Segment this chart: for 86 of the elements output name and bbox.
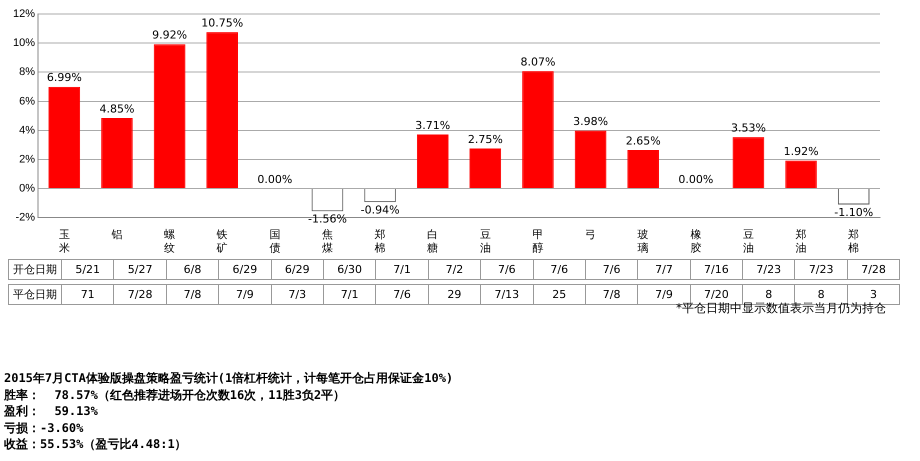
x-tick-label: 铝: [110, 229, 122, 242]
data-label: 2.75%: [468, 132, 503, 146]
data-label: 1.92%: [784, 144, 819, 158]
bar: [732, 137, 764, 188]
text: 7/23: [794, 260, 848, 280]
x-tick-label: 焦煤: [322, 229, 333, 254]
text: 6/29: [218, 260, 272, 280]
x-tick-label: 郑油: [796, 229, 807, 254]
bar: [470, 148, 502, 188]
data-label: -1.56%: [308, 212, 347, 226]
text: 7/6: [585, 260, 638, 280]
text: 盈利： 59.13%: [4, 404, 98, 418]
x-tick-label: 铁矿: [216, 229, 228, 254]
text: 收益：55.53%（盈亏比4.48:1）: [4, 437, 187, 451]
data-label: 3.71%: [415, 118, 450, 132]
text: 7/6: [480, 260, 534, 280]
text: 6/30: [323, 260, 376, 280]
text: 平仓日期: [8, 284, 62, 304]
text: 开仓日期: [8, 260, 62, 280]
x-tick-label: 甲醇: [532, 229, 544, 254]
x-tick-label: 弓: [585, 229, 596, 242]
data-label: 3.98%: [573, 114, 608, 128]
bar: [206, 32, 238, 188]
data-label: 9.92%: [152, 28, 188, 42]
bar: [101, 118, 133, 188]
x-tick-label: 螺纹: [164, 228, 176, 254]
text: 胜率： 78.57%（红色推荐进场开仓次数16次，11胜3负2平）: [4, 388, 346, 402]
x-tick-label: 郑棉: [848, 229, 860, 254]
text: 7/28: [114, 284, 166, 304]
bar: [574, 130, 606, 188]
y-tick-label: 10%: [12, 37, 36, 50]
text: 7/1: [323, 284, 376, 304]
text: 6/8: [166, 260, 219, 280]
x-tick-label: 白糖: [427, 229, 438, 254]
x-tick-label: 国债: [269, 229, 280, 254]
text: 25: [533, 284, 586, 304]
x-tick-label: 郑棉: [374, 229, 386, 254]
y-tick-label: 0%: [19, 182, 36, 195]
data-label: 10.75%: [201, 16, 244, 30]
text: 7/2: [428, 260, 481, 280]
x-tick-label: 橡胶: [690, 229, 702, 254]
text: 7/7: [638, 260, 690, 280]
text: 7/6: [533, 260, 586, 280]
text: 7/1: [376, 260, 428, 280]
text: 6/29: [271, 260, 324, 280]
text: 7/8: [585, 284, 638, 304]
text: 7/23: [742, 260, 795, 280]
bar: [154, 44, 186, 188]
bar: [785, 160, 817, 188]
text: 7/6: [376, 284, 428, 304]
data-label: 0.00%: [257, 172, 292, 186]
x-tick-label: 玉米: [58, 229, 70, 254]
text: 2015年7月CTA体验版操盘策略盈亏统计(1倍杠杆统计，计每笔开仓占用保证金10%): [4, 371, 454, 385]
x-tick-label: 豆油: [742, 229, 754, 254]
data-label: 2.65%: [626, 134, 661, 148]
text: 5/21: [62, 260, 114, 280]
data-label: -0.94%: [360, 204, 400, 217]
text: 7/13: [480, 284, 534, 304]
text: 7/9: [655, 288, 673, 301]
text: 7/8: [166, 284, 219, 304]
bar: [416, 134, 448, 188]
y-tick-label: 4%: [19, 124, 36, 136]
data-label: -1.10%: [834, 206, 874, 219]
data-label: 8.07%: [520, 56, 556, 69]
text: 7/16: [690, 260, 743, 280]
y-tick-label: 12%: [12, 8, 36, 20]
bar: [48, 86, 80, 188]
text: 7/28: [847, 260, 900, 280]
bar: [627, 150, 659, 188]
text: 71: [62, 284, 114, 304]
y-tick-label: 2%: [19, 153, 36, 166]
x-tick-label: 玻璃: [638, 228, 649, 254]
data-label: 3.53%: [730, 122, 766, 135]
y-tick-label: 8%: [19, 66, 36, 78]
text: 亏损：-3.60%: [4, 420, 84, 434]
data-label: 6.99%: [46, 71, 82, 84]
text: 5/27: [114, 260, 166, 280]
x-tick-label: 豆油: [480, 229, 491, 254]
y-tick-label: 6%: [19, 95, 36, 108]
data-label: 0.00%: [678, 172, 714, 186]
text: 29: [428, 284, 481, 304]
text: 7/3: [271, 284, 324, 304]
text: 7/9: [218, 284, 272, 304]
bar: [522, 71, 554, 188]
data-label: 4.85%: [99, 102, 134, 116]
y-tick-label: -2%: [15, 212, 36, 224]
